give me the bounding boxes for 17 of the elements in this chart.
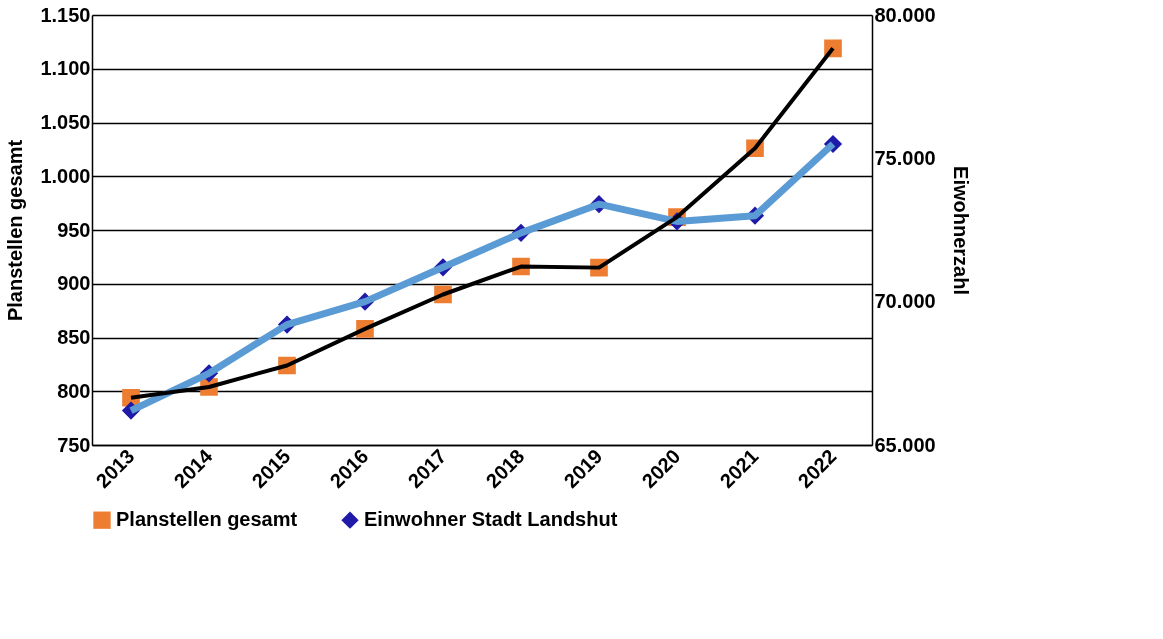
legend-label: Einwohner Stadt Landshut — [364, 508, 618, 531]
y-tick-label: 1.150 — [40, 3, 91, 26]
y-tick-label: 750 — [57, 433, 91, 456]
y2-tick-label: 80.000 — [874, 3, 936, 26]
y2-tick-label: 65.000 — [874, 433, 936, 456]
y-tick-label: 900 — [57, 272, 91, 295]
y-tick-label: 1.050 — [40, 111, 91, 133]
y2-axis-title: Eiwohnerzahl — [949, 166, 972, 295]
y-tick-label: 950 — [57, 218, 91, 241]
y-tick-label: 1.000 — [40, 164, 91, 187]
y-tick-label: 850 — [57, 326, 91, 348]
y2-tick-label: 70.000 — [874, 290, 936, 313]
y-axis-title: Planstellen gesamt — [4, 139, 27, 322]
y-tick-label: 800 — [57, 379, 91, 402]
legend-label: Planstellen gesamt — [116, 508, 298, 531]
y-tick-label: 1.100 — [40, 57, 91, 80]
y2-tick-label: 75.000 — [874, 146, 936, 169]
